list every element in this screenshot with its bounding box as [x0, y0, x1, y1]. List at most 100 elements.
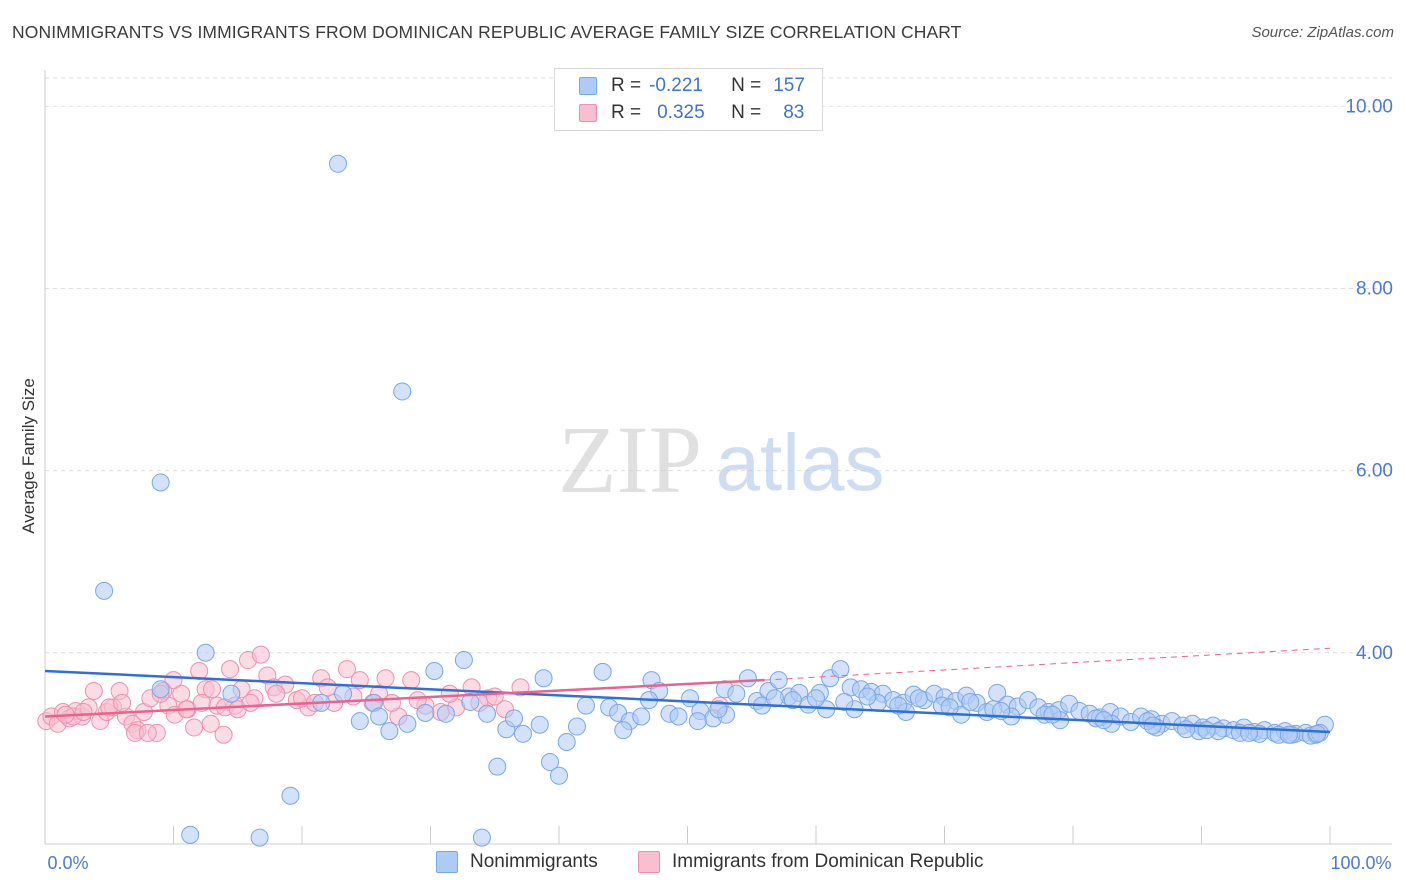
data-point-nonimmigrants: [858, 687, 877, 706]
data-point-nonimmigrants: [436, 704, 455, 723]
data-point-nonimmigrants: [557, 733, 576, 752]
data-point-immigrants: [376, 669, 395, 688]
source-label: Source: ZipAtlas.com: [1251, 24, 1394, 41]
trendline-nonimmigrants: [44, 669, 1331, 734]
data-point-immigrants: [221, 660, 240, 679]
data-point-nonimmigrants: [1177, 720, 1196, 739]
y-tick-labels: 4.00 6.00 8.00 10.00: [1345, 96, 1393, 663]
stats-legend-row-nonimmigrants: R = -0.221 N = 157: [579, 73, 805, 99]
data-point-nonimmigrants: [961, 692, 980, 711]
data-point-immigrants: [138, 723, 157, 742]
data-point-nonimmigrants: [738, 669, 757, 688]
data-point-immigrants: [251, 645, 270, 664]
data-point-nonimmigrants: [1197, 721, 1216, 740]
data-point-nonimmigrants: [181, 825, 200, 844]
data-point-nonimmigrants: [831, 660, 850, 679]
data-point-nonimmigrants: [505, 709, 524, 728]
data-point-immigrants: [382, 693, 401, 712]
r-value: -0.221: [649, 75, 703, 96]
data-point-nonimmigrants: [478, 704, 497, 723]
blue-swatch: [436, 851, 458, 873]
data-point-nonimmigrants: [669, 707, 688, 726]
stats-legend: R = -0.221 N = 157 R = 0.325 N = 83: [554, 68, 823, 131]
data-point-immigrants: [192, 693, 211, 712]
data-point-nonimmigrants: [416, 703, 435, 722]
data-point-nonimmigrants: [370, 707, 389, 726]
data-point-nonimmigrants: [614, 721, 633, 740]
data-point-immigrants: [203, 680, 222, 699]
r-value: 0.325: [657, 102, 705, 123]
data-point-nonimmigrants: [1043, 705, 1062, 724]
legend-item-immigrants-dominican-republic[interactable]: Immigrants from Dominican Republic: [638, 851, 984, 873]
data-point-immigrants: [485, 687, 504, 706]
legend-label: Nonimmigrants: [470, 851, 598, 872]
data-point-nonimmigrants: [454, 651, 473, 670]
gridlines: [45, 77, 1392, 654]
data-point-nonimmigrants: [835, 692, 854, 711]
data-point-nonimmigrants: [281, 786, 300, 805]
y-axis-label: Average Family Size: [19, 378, 38, 534]
data-point-nonimmigrants: [250, 828, 269, 847]
data-point-immigrants: [337, 660, 356, 679]
data-point-nonimmigrants: [632, 707, 651, 726]
pink-swatch: [579, 104, 597, 122]
data-point-nonimmigrants: [576, 696, 595, 715]
data-point-nonimmigrants: [95, 581, 114, 600]
data-point-nonimmigrants: [380, 722, 399, 741]
data-point-nonimmigrants: [593, 662, 612, 681]
n-label: N =: [731, 102, 762, 123]
x-tick-label-max: 100.0%: [1330, 853, 1391, 873]
data-point-immigrants: [402, 671, 421, 690]
data-point-nonimmigrants: [196, 643, 215, 662]
data-point-immigrants: [350, 671, 369, 690]
r-label: R =: [611, 75, 642, 96]
data-point-immigrants: [201, 714, 220, 733]
legend-label: Immigrants from Dominican Republic: [672, 851, 984, 872]
data-point-nonimmigrants: [727, 684, 746, 703]
x-tick-label-min: 0.0%: [47, 853, 88, 873]
data-point-nonimmigrants: [688, 712, 707, 731]
data-point-nonimmigrants: [1308, 724, 1327, 743]
data-point-nonimmigrants: [488, 757, 507, 776]
data-point-nonimmigrants: [807, 689, 825, 708]
legend-item-nonimmigrants[interactable]: Nonimmigrants: [436, 851, 598, 873]
x-tick-labels: 0.0% 100.0%: [47, 853, 1391, 873]
data-point-nonimmigrants: [398, 714, 417, 733]
stats-legend-row-immigrants: R = 0.325 N = 83: [579, 100, 804, 126]
data-point-nonimmigrants: [769, 671, 788, 690]
trendlines: [44, 647, 1331, 734]
data-point-immigrants: [84, 682, 103, 701]
r-label: R =: [611, 102, 642, 123]
watermark-atlas: atlas: [716, 418, 885, 507]
data-point-nonimmigrants: [334, 684, 353, 703]
n-value: 157: [773, 75, 805, 96]
watermark-zip: ZIP: [558, 406, 702, 513]
y-tick-label: 4.00: [1356, 643, 1393, 664]
n-label: N =: [731, 75, 762, 96]
series-nonimmigrants: [95, 154, 1334, 847]
data-point-immigrants: [440, 684, 459, 703]
data-point-nonimmigrants: [1143, 716, 1162, 735]
data-point-immigrants: [214, 725, 233, 744]
data-point-nonimmigrants: [541, 753, 560, 772]
data-point-immigrants: [318, 678, 337, 697]
data-point-nonimmigrants: [567, 717, 586, 736]
data-point-nonimmigrants: [514, 724, 533, 743]
data-point-nonimmigrants: [889, 696, 908, 715]
blue-swatch: [579, 77, 597, 95]
trendline-immigrants: [44, 678, 765, 718]
data-point-nonimmigrants: [534, 669, 553, 688]
data-point-nonimmigrants: [530, 715, 549, 734]
data-point-nonimmigrants: [909, 689, 928, 708]
data-point-nonimmigrants: [222, 684, 241, 703]
data-point-nonimmigrants: [783, 691, 802, 710]
data-point-nonimmigrants: [940, 698, 959, 717]
y-tick-label: 8.00: [1356, 279, 1393, 300]
y-tick-label: 6.00: [1356, 461, 1393, 482]
data-point-immigrants: [113, 693, 132, 712]
chart-title: NONIMMIGRANTS VS IMMIGRANTS FROM DOMINIC…: [12, 22, 962, 42]
data-point-nonimmigrants: [461, 692, 480, 711]
data-point-nonimmigrants: [151, 680, 170, 699]
data-point-immigrants: [241, 693, 260, 712]
